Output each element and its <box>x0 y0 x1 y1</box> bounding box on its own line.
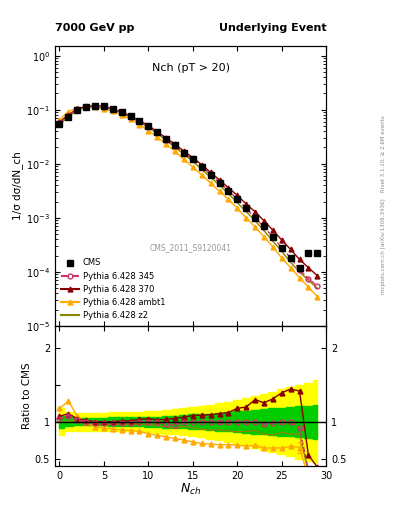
X-axis label: $N_{ch}$: $N_{ch}$ <box>180 482 201 497</box>
Text: Nch (pT > 20): Nch (pT > 20) <box>152 63 230 73</box>
Text: 7000 GeV pp: 7000 GeV pp <box>55 23 134 33</box>
Text: Underlying Event: Underlying Event <box>219 23 326 33</box>
Text: Rivet 3.1.10, ≥ 2.6M events: Rivet 3.1.10, ≥ 2.6M events <box>381 115 386 192</box>
Text: mcplots.cern.ch [arXiv:1306.3436]: mcplots.cern.ch [arXiv:1306.3436] <box>381 198 386 293</box>
Legend: CMS, Pythia 6.428 345, Pythia 6.428 370, Pythia 6.428 ambt1, Pythia 6.428 z2: CMS, Pythia 6.428 345, Pythia 6.428 370,… <box>59 257 167 322</box>
Text: CMS_2011_S9120041: CMS_2011_S9120041 <box>150 243 231 252</box>
Y-axis label: 1/σ dσ/dN_ch: 1/σ dσ/dN_ch <box>12 152 23 220</box>
Y-axis label: Ratio to CMS: Ratio to CMS <box>22 362 32 429</box>
